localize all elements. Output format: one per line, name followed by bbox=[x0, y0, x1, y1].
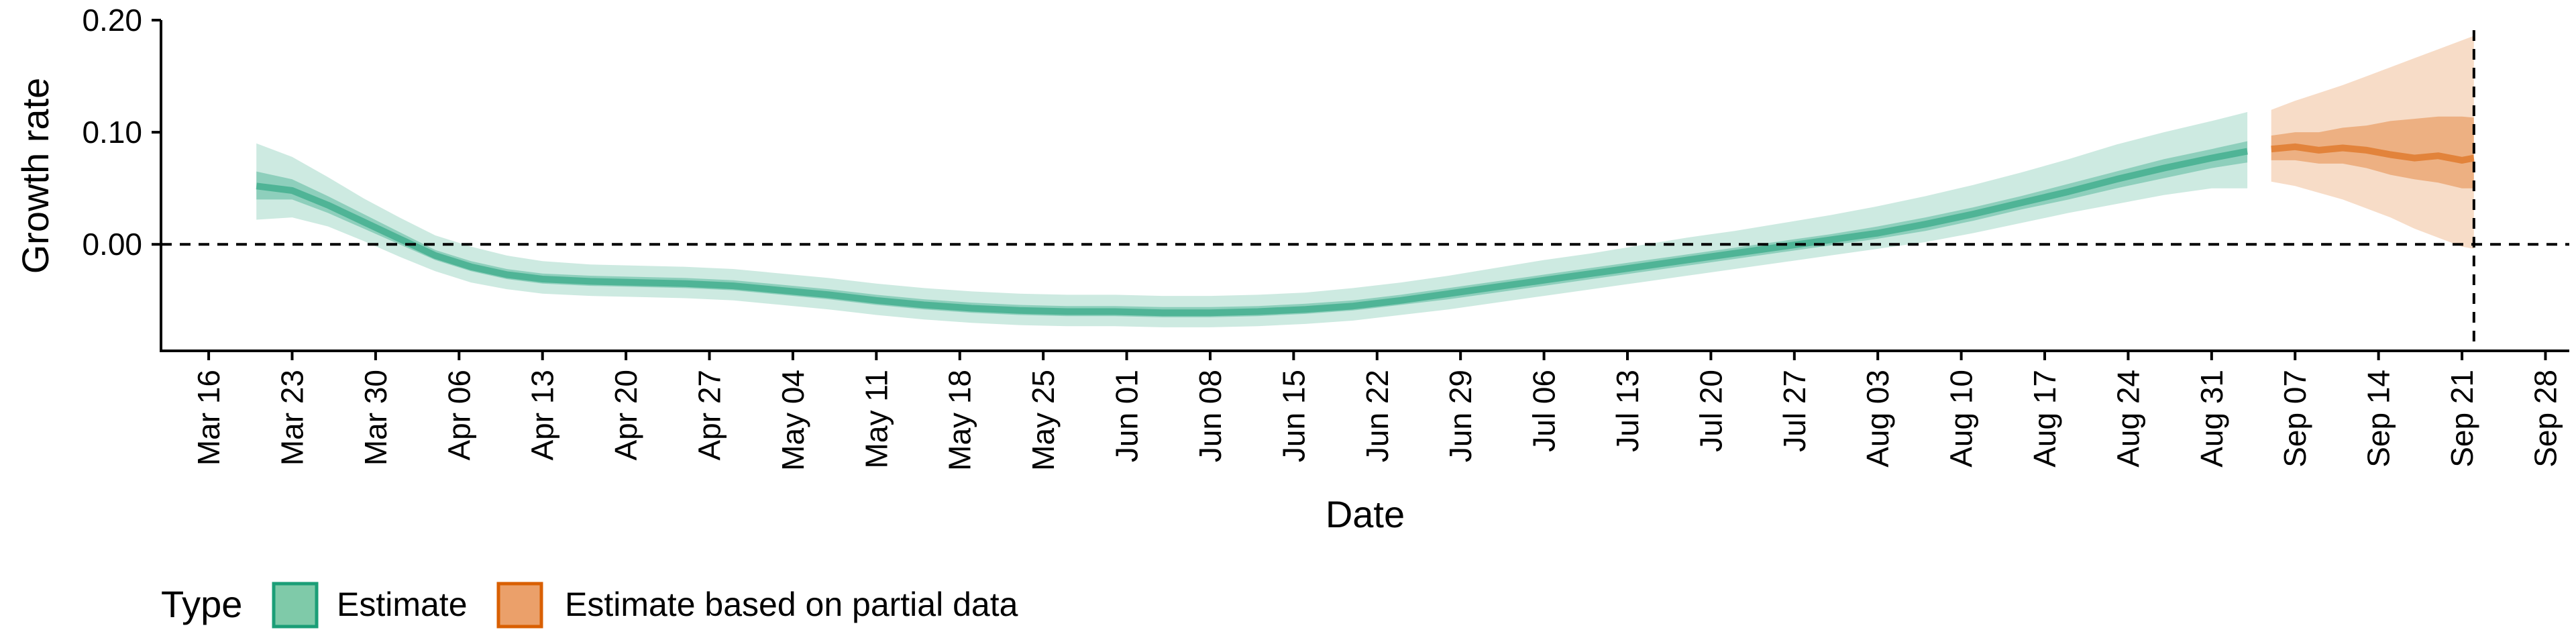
x-tick-label: Sep 28 bbox=[2528, 370, 2563, 468]
x-tick-label: Aug 17 bbox=[2027, 370, 2062, 468]
x-tick-label: Aug 24 bbox=[2110, 370, 2145, 468]
y-tick-label: 0.10 bbox=[82, 115, 142, 150]
y-axis-ticks: 0.00 0.10 0.20 bbox=[82, 3, 161, 262]
legend: Type Estimate Estimate based on partial … bbox=[161, 582, 1018, 629]
x-axis-ticks: Mar 16 Mar 23 Mar 30 Apr 06 Apr 13 Apr 20 Apr … bbox=[191, 351, 2563, 471]
x-tick-label: May 04 bbox=[775, 370, 810, 471]
legend-swatch-partial bbox=[496, 582, 543, 629]
legend-title: Type bbox=[161, 583, 242, 625]
x-tick-label: Apr 20 bbox=[608, 370, 643, 461]
x-tick-label: Jun 15 bbox=[1276, 370, 1311, 462]
x-tick-label: May 18 bbox=[943, 370, 977, 471]
legend-swatch-estimate bbox=[272, 582, 319, 629]
x-tick-label: Apr 27 bbox=[692, 370, 727, 461]
x-tick-label: Sep 14 bbox=[2361, 370, 2396, 468]
x-tick-label: Apr 13 bbox=[525, 370, 560, 461]
x-tick-label: Aug 10 bbox=[1944, 370, 1979, 468]
x-tick-label: Apr 06 bbox=[441, 370, 476, 461]
estimate-ci90-band bbox=[256, 112, 2248, 327]
x-tick-label: Sep 21 bbox=[2445, 370, 2479, 468]
y-tick-label: 0.20 bbox=[82, 3, 142, 38]
x-tick-label: Jul 20 bbox=[1693, 370, 1728, 452]
legend-label-estimate: Estimate bbox=[337, 586, 468, 623]
x-tick-label: Mar 30 bbox=[358, 370, 393, 466]
x-tick-label: Jun 29 bbox=[1443, 370, 1478, 462]
reference-lines bbox=[161, 30, 2569, 351]
x-tick-label: Mar 16 bbox=[191, 370, 226, 466]
axes bbox=[160, 20, 2569, 352]
x-axis-title: Date bbox=[1326, 493, 1405, 535]
median-lines bbox=[256, 143, 2475, 317]
y-axis-title: Growth rate bbox=[14, 78, 56, 274]
x-tick-label: May 11 bbox=[859, 370, 894, 468]
partial-median-line bbox=[2271, 143, 2475, 164]
x-tick-label: Jun 01 bbox=[1110, 370, 1144, 462]
x-tick-label: Sep 07 bbox=[2277, 370, 2312, 468]
x-tick-label: Mar 23 bbox=[275, 370, 310, 466]
y-tick-label: 0.00 bbox=[82, 227, 142, 262]
x-tick-label: Jun 08 bbox=[1193, 370, 1228, 462]
x-tick-label: Aug 03 bbox=[1860, 370, 1895, 468]
partial-ci90-band bbox=[2271, 36, 2474, 249]
x-tick-label: May 25 bbox=[1026, 370, 1061, 471]
legend-label-partial: Estimate based on partial data bbox=[565, 586, 1018, 623]
x-tick-label: Jul 06 bbox=[1527, 370, 1562, 452]
x-tick-label: Jul 13 bbox=[1610, 370, 1645, 452]
x-tick-label: Jul 27 bbox=[1777, 370, 1812, 452]
estimate-median-line bbox=[256, 148, 2249, 317]
x-tick-label: Jun 22 bbox=[1360, 370, 1395, 462]
x-tick-label: Aug 31 bbox=[2194, 370, 2229, 468]
